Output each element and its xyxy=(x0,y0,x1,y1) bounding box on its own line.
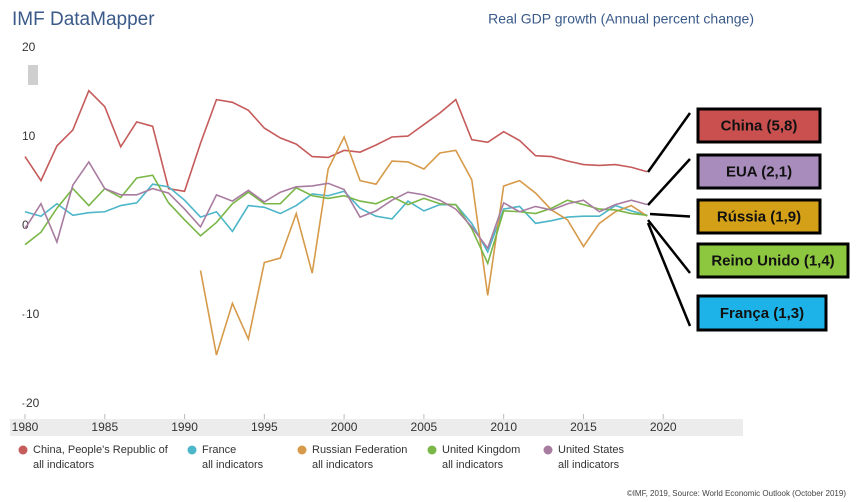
annotation-box xyxy=(696,294,828,332)
annotation-text: China (5,8) xyxy=(721,117,798,134)
annotation-text: França (1,3) xyxy=(720,305,804,322)
annotation-box xyxy=(696,198,822,235)
legend-marker xyxy=(187,445,197,455)
annotation-box xyxy=(696,242,850,279)
annotation-text: Rússia (1,9) xyxy=(717,208,801,225)
annotation-box xyxy=(696,153,822,190)
legend-label: United Kingdom xyxy=(442,444,520,456)
x-tick-label: 2020 xyxy=(650,420,677,434)
legend-sublabel: all indicators xyxy=(442,459,504,471)
control xyxy=(28,65,38,85)
x-tick-label: 1980 xyxy=(12,420,39,434)
y-tick-label: -10 xyxy=(22,307,40,321)
y-tick-label: 0 xyxy=(22,218,29,232)
series-line xyxy=(24,183,648,254)
legend-sublabel: all indicators xyxy=(312,459,374,471)
legend-sublabel: all indicators xyxy=(202,459,264,471)
leader-line xyxy=(647,158,691,206)
legend-marker xyxy=(543,445,553,455)
series-line xyxy=(24,89,648,193)
legend-marker xyxy=(427,445,437,455)
legend-sublabel: all indicators xyxy=(33,459,95,471)
y-tick-label: -20 xyxy=(22,396,40,410)
x-axis-band xyxy=(10,419,743,436)
source: ©IMF, 2019, Source: World Economic Outlo… xyxy=(627,489,847,498)
series-line xyxy=(24,174,648,266)
series-line xyxy=(199,134,648,356)
x-tick-label: 2005 xyxy=(411,420,438,434)
x-tick-label: 1985 xyxy=(91,420,118,434)
annotation-text: Reino Unido (1,4) xyxy=(711,252,834,269)
legend-label: Russian Federation xyxy=(312,444,407,456)
chart-title: Real GDP growth (Annual percent change) xyxy=(488,11,754,27)
x-tick-label: 2000 xyxy=(331,420,358,434)
series-line xyxy=(24,160,648,250)
x-tick-label: 2010 xyxy=(490,420,517,434)
leader-line xyxy=(646,112,692,173)
legend-marker xyxy=(18,445,28,455)
legend-label: United States xyxy=(558,444,625,456)
y-tick-label: 20 xyxy=(22,40,36,54)
brand: IMF DataMapper xyxy=(12,9,155,30)
leader-line xyxy=(646,222,692,327)
legend-sublabel: all indicators xyxy=(558,459,620,471)
legend-label: China, People's Republic of xyxy=(33,444,169,456)
annotation-box xyxy=(696,107,822,144)
legend-marker xyxy=(297,445,307,455)
x-tick-label: 1995 xyxy=(251,420,278,434)
leader-line xyxy=(647,219,691,274)
x-tick-label: 2015 xyxy=(570,420,597,434)
x-tick-label: 1990 xyxy=(171,420,198,434)
y-tick-label: 10 xyxy=(22,129,36,143)
leader-line xyxy=(649,212,691,218)
annotation-text: EUA (2,1) xyxy=(726,163,792,180)
legend-label: France xyxy=(202,444,236,456)
